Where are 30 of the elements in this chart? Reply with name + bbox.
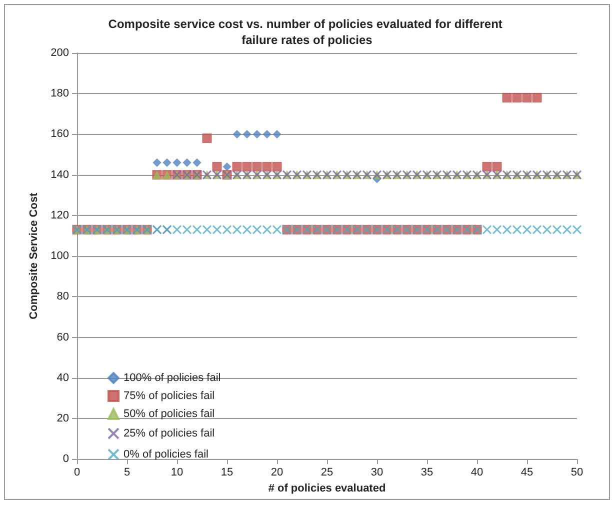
y-tick-label: 180	[50, 88, 69, 100]
y-axis-title: Composite Service Cost	[28, 192, 40, 320]
y-tick-label: 100	[50, 250, 69, 262]
x-tick-label: 50	[570, 466, 584, 479]
x-tick-label: 45	[520, 466, 534, 479]
y-tick-label: 120	[50, 209, 69, 222]
y-tick-label: 0	[62, 453, 69, 466]
y-tick-label: 40	[56, 372, 69, 384]
x-tick-label: 35	[420, 466, 434, 479]
x-tick-label: 0	[74, 466, 80, 479]
legend-label: 25% of policies fail	[124, 428, 215, 440]
legend-label: 75% of policies fail	[124, 390, 215, 402]
x-tick-label: 10	[170, 466, 184, 479]
x-tick-label: 5	[124, 466, 130, 479]
y-tick-label: 160	[50, 128, 69, 140]
x-tick-label: 40	[470, 466, 484, 479]
x-tick-label: 30	[370, 466, 384, 479]
y-tick-label: 60	[56, 331, 69, 344]
y-tick-label: 140	[50, 168, 69, 181]
legend-label: 100% of policies fail	[124, 372, 221, 384]
chart-title: Composite service cost vs. number of policies evaluated for different failure rates of policies	[108, 17, 506, 47]
legend-label: 0% of policies fail	[124, 448, 208, 460]
legend-label: 50% of policies fail	[124, 408, 215, 420]
x-tick-label: 15	[220, 466, 234, 479]
y-tick-label: 20	[56, 412, 69, 424]
x-tick-label: 25	[320, 466, 334, 479]
y-tick-label: 80	[56, 290, 69, 303]
y-tick-label: 200	[50, 47, 69, 59]
x-tick-label: 20	[270, 466, 284, 479]
x-axis-title: # of policies evaluated	[268, 482, 386, 494]
